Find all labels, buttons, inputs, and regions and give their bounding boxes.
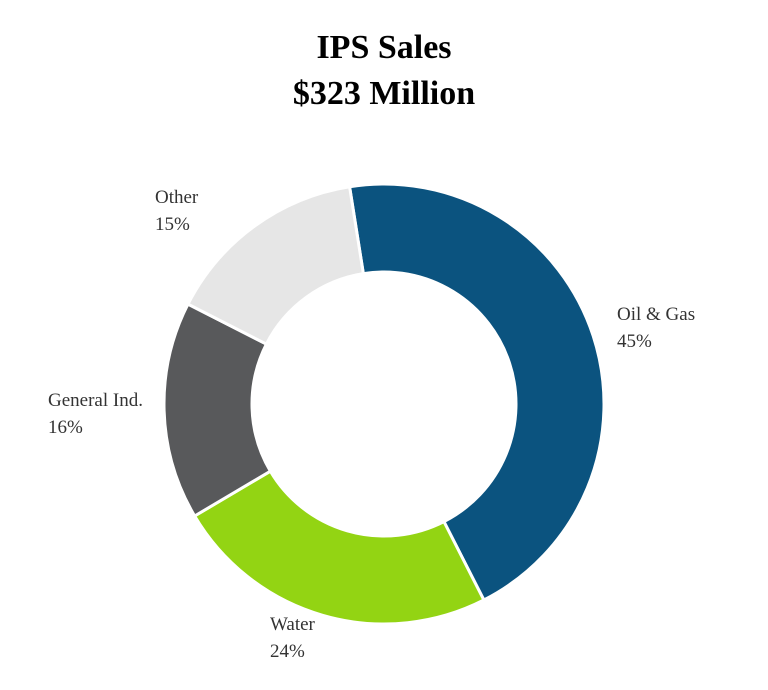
chart-title: IPS Sales [316,29,451,66]
donut-slice [192,469,486,626]
chart-subtitle: $323 Million [293,75,475,112]
slice-label: Other [155,187,199,208]
slice-label: General Ind. [48,390,143,411]
slice-label: Oil & Gas [617,304,695,325]
slice-label: Water [270,614,316,635]
slice-value-label: 16% [48,417,83,438]
slice-value-label: 24% [270,641,305,662]
slice-value-label: 45% [617,331,652,352]
donut-slice [185,184,366,347]
slice-value-label: 15% [155,214,190,235]
donut-slice [347,182,606,603]
